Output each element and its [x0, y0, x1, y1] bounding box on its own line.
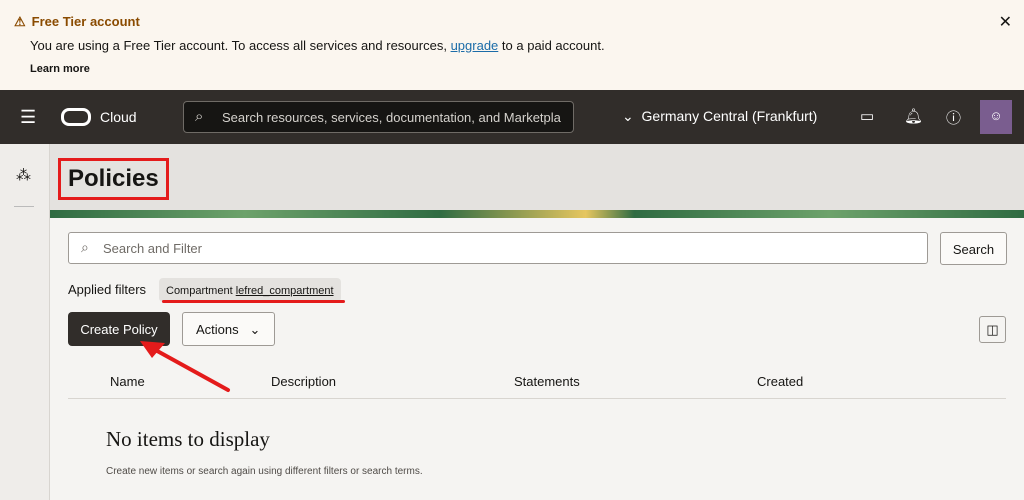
compartment-filter-chip[interactable]: Compartment lefred_compartment: [159, 278, 341, 302]
oracle-logo[interactable]: [61, 108, 91, 126]
menu-icon[interactable]: ☰: [20, 107, 37, 127]
developer-tools-icon[interactable]: ▭: [860, 108, 875, 125]
column-layout-icon[interactable]: ◫: [979, 316, 1006, 343]
global-search-input[interactable]: ⌕ Search resources, services, documentati…: [183, 101, 574, 133]
top-nav: ☰ Cloud ⌕ Search resources, services, doc…: [0, 90, 1024, 144]
banner-message: You are using a Free Tier account. To ac…: [30, 38, 605, 53]
avatar[interactable]: ☺: [980, 100, 1012, 134]
divider: [14, 206, 34, 207]
search-button[interactable]: Search: [940, 232, 1007, 265]
search-icon: ⌕: [81, 239, 89, 255]
annotation-underline: [162, 300, 345, 303]
empty-state-hint: Create new items or search again using d…: [106, 466, 423, 477]
column-header-statements[interactable]: Statements: [514, 374, 580, 389]
search-filter-input[interactable]: ⌕ Search and Filter: [68, 232, 928, 264]
free-tier-banner: ⚠ Free Tier account You are using a Free …: [0, 0, 1024, 90]
side-nav: ⁂: [0, 144, 50, 500]
column-header-created[interactable]: Created: [757, 374, 804, 389]
help-icon[interactable]: ⓘ: [946, 110, 962, 127]
actions-button[interactable]: Actions ⌄: [182, 312, 275, 346]
close-icon[interactable]: ✕: [998, 14, 1012, 31]
bell-icon[interactable]: 🔔︎: [904, 108, 924, 125]
page-title: Policies: [58, 158, 169, 200]
chevron-down-icon: ⌄: [622, 108, 634, 124]
page-header: [50, 144, 1024, 212]
learn-more-link[interactable]: Learn more: [30, 63, 90, 75]
header-decoration: [50, 210, 1024, 218]
region-selector[interactable]: ⌄ Germany Central (Frankfurt): [622, 108, 818, 124]
identity-icon[interactable]: ⁂: [16, 167, 31, 184]
chevron-down-icon: ⌄: [249, 322, 261, 337]
upgrade-link[interactable]: upgrade: [450, 38, 499, 53]
column-header-name[interactable]: Name: [110, 374, 145, 389]
table-divider: [68, 398, 1006, 399]
warning-icon: ⚠: [14, 14, 26, 29]
search-icon: ⌕: [195, 108, 204, 125]
brand-label[interactable]: Cloud: [100, 109, 137, 125]
applied-filters-label: Applied filters: [68, 282, 147, 297]
banner-title: Free Tier account: [31, 14, 140, 29]
column-header-description[interactable]: Description: [271, 374, 337, 389]
create-policy-button[interactable]: Create Policy: [68, 312, 170, 346]
empty-state-title: No items to display: [106, 427, 270, 451]
